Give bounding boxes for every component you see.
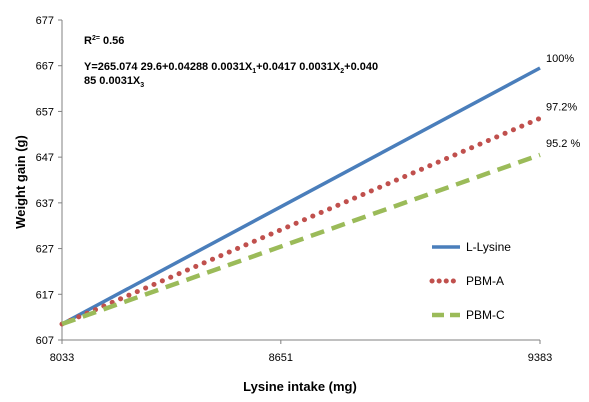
series-end-label: 95.2 % [546,138,580,150]
y-axis-ticks: 607 617 627 637 647 657 667 677 [36,15,62,347]
series-end-label: 100% [546,53,574,65]
eq-sub-1: 1 [252,68,256,75]
legend-label: PBM-C [466,308,505,322]
eq-part-b: +0.0417 0.0031X [256,61,341,73]
y-tick-label: 627 [36,244,54,256]
eq-part-c: +0.040 [344,61,378,73]
legend: L-Lysine PBM-A PBM-C [429,240,511,322]
legend-label: L-Lysine [466,240,511,254]
eq-sub-3: 3 [140,82,144,89]
x-tick-label: 9383 [528,352,552,364]
r-squared-annotation: R2= 0.56 [84,35,124,47]
y-axis-title: Weight gain (g) [13,135,28,229]
y-tick-label: 617 [36,289,54,301]
r2-prefix: R [84,35,92,47]
series-end-label: 97.2% [546,101,577,113]
series-line-l-lysine [61,66,541,326]
y-tick-label: 637 [36,198,54,210]
x-tick-label: 8033 [50,352,74,364]
y-tick-label: 647 [36,152,54,164]
y-tick-label: 677 [36,15,54,27]
eq-part-a: Y=265.074 29.6+0.04288 0.0031X [84,61,253,73]
series-line-pbm-c [61,152,541,327]
series-line-pbm-a [59,115,543,327]
y-tick-label: 667 [36,61,54,73]
series-end-labels: 100% 97.2% 95.2 % [546,53,580,150]
r2-superscript: 2= [92,35,100,42]
eq-part-d: 85 0.0031X [84,75,141,87]
legend-label: PBM-A [466,274,504,288]
y-tick-label: 607 [36,335,54,347]
r2-value: 0.56 [100,35,124,47]
regression-equation-line1: Y=265.074 29.6+0.04288 0.0031X1+0.0417 0… [84,61,378,75]
x-axis-ticks: 8033 8651 9383 [50,340,552,364]
x-axis-title: Lysine intake (mg) [243,379,357,394]
eq-sub-2: 2 [340,68,344,75]
y-tick-label: 657 [36,106,54,118]
regression-equation-line2: 85 0.0031X3 [84,75,144,89]
series-lines [59,66,543,327]
x-tick-label: 8651 [269,352,293,364]
